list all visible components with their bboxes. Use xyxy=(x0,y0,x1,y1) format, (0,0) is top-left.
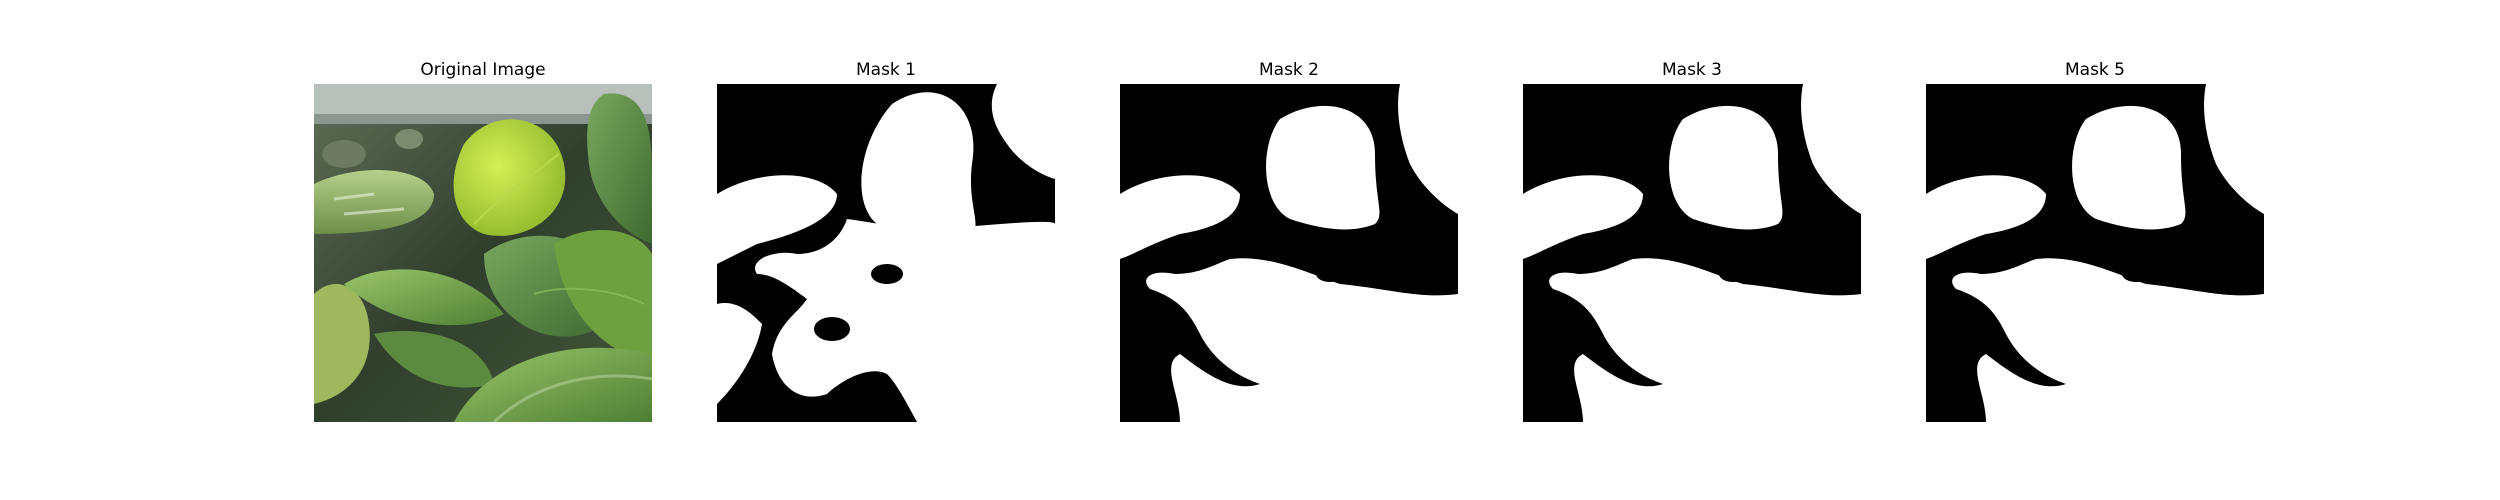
panel-title: Mask 1 xyxy=(717,60,1055,80)
panel-title: Mask 5 xyxy=(1926,60,2264,80)
panel-title: Original Image xyxy=(314,60,652,80)
mask-image xyxy=(1120,84,1458,422)
mask-image xyxy=(1523,84,1861,422)
mask-image xyxy=(717,84,1055,422)
panel-title: Mask 2 xyxy=(1120,60,1458,80)
original-image xyxy=(314,84,652,422)
mask-image xyxy=(1926,84,2264,422)
panel-title: Mask 3 xyxy=(1523,60,1861,80)
